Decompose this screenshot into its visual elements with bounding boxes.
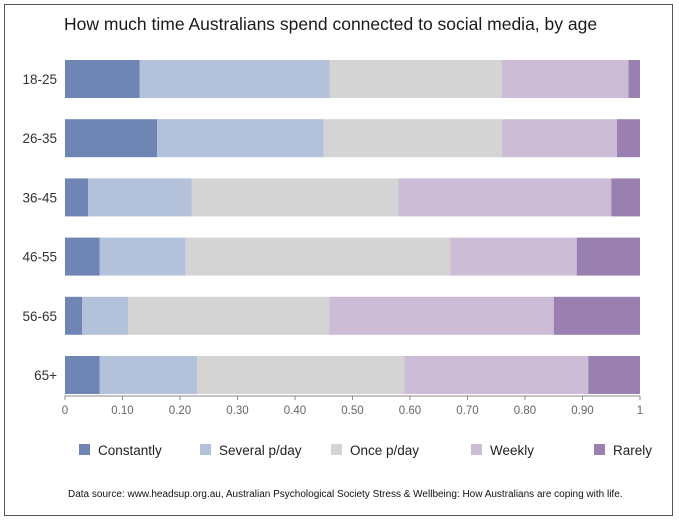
x-tick-label: 0.60 bbox=[399, 405, 421, 417]
legend-label-several-p-day: Several p/day bbox=[219, 443, 302, 458]
bar-26-35-rarely bbox=[617, 119, 640, 158]
bar-46-55-constantly bbox=[65, 237, 100, 276]
legend-label-weekly: Weekly bbox=[490, 443, 534, 458]
category-label: 46-55 bbox=[22, 250, 57, 265]
bar-65+-rarely bbox=[588, 356, 640, 394]
data-source-note: Data source: www.headsup.org.au, Austral… bbox=[68, 489, 623, 500]
bar-18-25-several-p-day bbox=[139, 60, 330, 98]
bar-26-35-weekly bbox=[502, 119, 617, 158]
bar-26-35-several-p-day bbox=[157, 119, 324, 158]
legend-swatch-once-p-day bbox=[331, 444, 342, 455]
bar-65+-weekly bbox=[404, 356, 589, 394]
bar-26-35-constantly bbox=[65, 119, 157, 158]
category-label: 36-45 bbox=[22, 190, 57, 205]
chart-title: How much time Australians spend connecte… bbox=[64, 14, 598, 34]
bar-65+-several-p-day bbox=[99, 356, 198, 394]
bar-46-55-several-p-day bbox=[99, 237, 186, 276]
bar-56-65-constantly bbox=[65, 296, 83, 335]
bar-36-45-once-p-day bbox=[191, 178, 399, 217]
x-tick-label: 0 bbox=[62, 405, 68, 417]
bar-56-65-several-p-day bbox=[82, 296, 129, 335]
legend-swatch-constantly bbox=[79, 444, 90, 455]
bar-36-45-several-p-day bbox=[88, 178, 192, 217]
legend-label-constantly: Constantly bbox=[98, 443, 162, 458]
bar-46-55-rarely bbox=[576, 237, 640, 276]
bar-36-45-constantly bbox=[65, 178, 88, 217]
bar-65+-once-p-day bbox=[197, 356, 405, 394]
legend-swatch-weekly bbox=[471, 444, 482, 455]
bar-18-25-rarely bbox=[628, 60, 640, 98]
x-tick-label: 1 bbox=[637, 405, 643, 417]
bar-46-55-once-p-day bbox=[185, 237, 451, 276]
bar-65+-constantly bbox=[65, 356, 100, 394]
legend-label-rarely: Rarely bbox=[613, 443, 652, 458]
x-tick-label: 0.70 bbox=[456, 405, 478, 417]
x-tick-label: 0.80 bbox=[514, 405, 536, 417]
x-tick-label: 0.10 bbox=[111, 405, 133, 417]
category-label: 26-35 bbox=[22, 131, 57, 146]
bar-56-65-weekly bbox=[329, 296, 554, 335]
bar-18-25-weekly bbox=[502, 60, 629, 98]
bar-56-65-once-p-day bbox=[128, 296, 330, 335]
category-label: 18-25 bbox=[22, 72, 57, 87]
bar-36-45-weekly bbox=[398, 178, 612, 217]
legend-swatch-rarely bbox=[594, 444, 605, 455]
category-label: 65+ bbox=[34, 368, 57, 383]
x-tick-label: 0.30 bbox=[226, 405, 248, 417]
legend-swatch-several-p-day bbox=[200, 444, 211, 455]
bar-18-25-once-p-day bbox=[329, 60, 502, 98]
category-label: 56-65 bbox=[22, 309, 57, 324]
bar-18-25-constantly bbox=[65, 60, 140, 98]
legend-label-once-p-day: Once p/day bbox=[350, 443, 419, 458]
bar-26-35-once-p-day bbox=[323, 119, 502, 158]
bar-36-45-rarely bbox=[611, 178, 640, 217]
x-tick-label: 0.90 bbox=[571, 405, 593, 417]
bar-46-55-weekly bbox=[450, 237, 577, 276]
x-tick-label: 0.20 bbox=[169, 405, 191, 417]
x-tick-label: 0.40 bbox=[284, 405, 306, 417]
bar-56-65-rarely bbox=[553, 296, 640, 335]
x-tick-label: 0.50 bbox=[341, 405, 363, 417]
